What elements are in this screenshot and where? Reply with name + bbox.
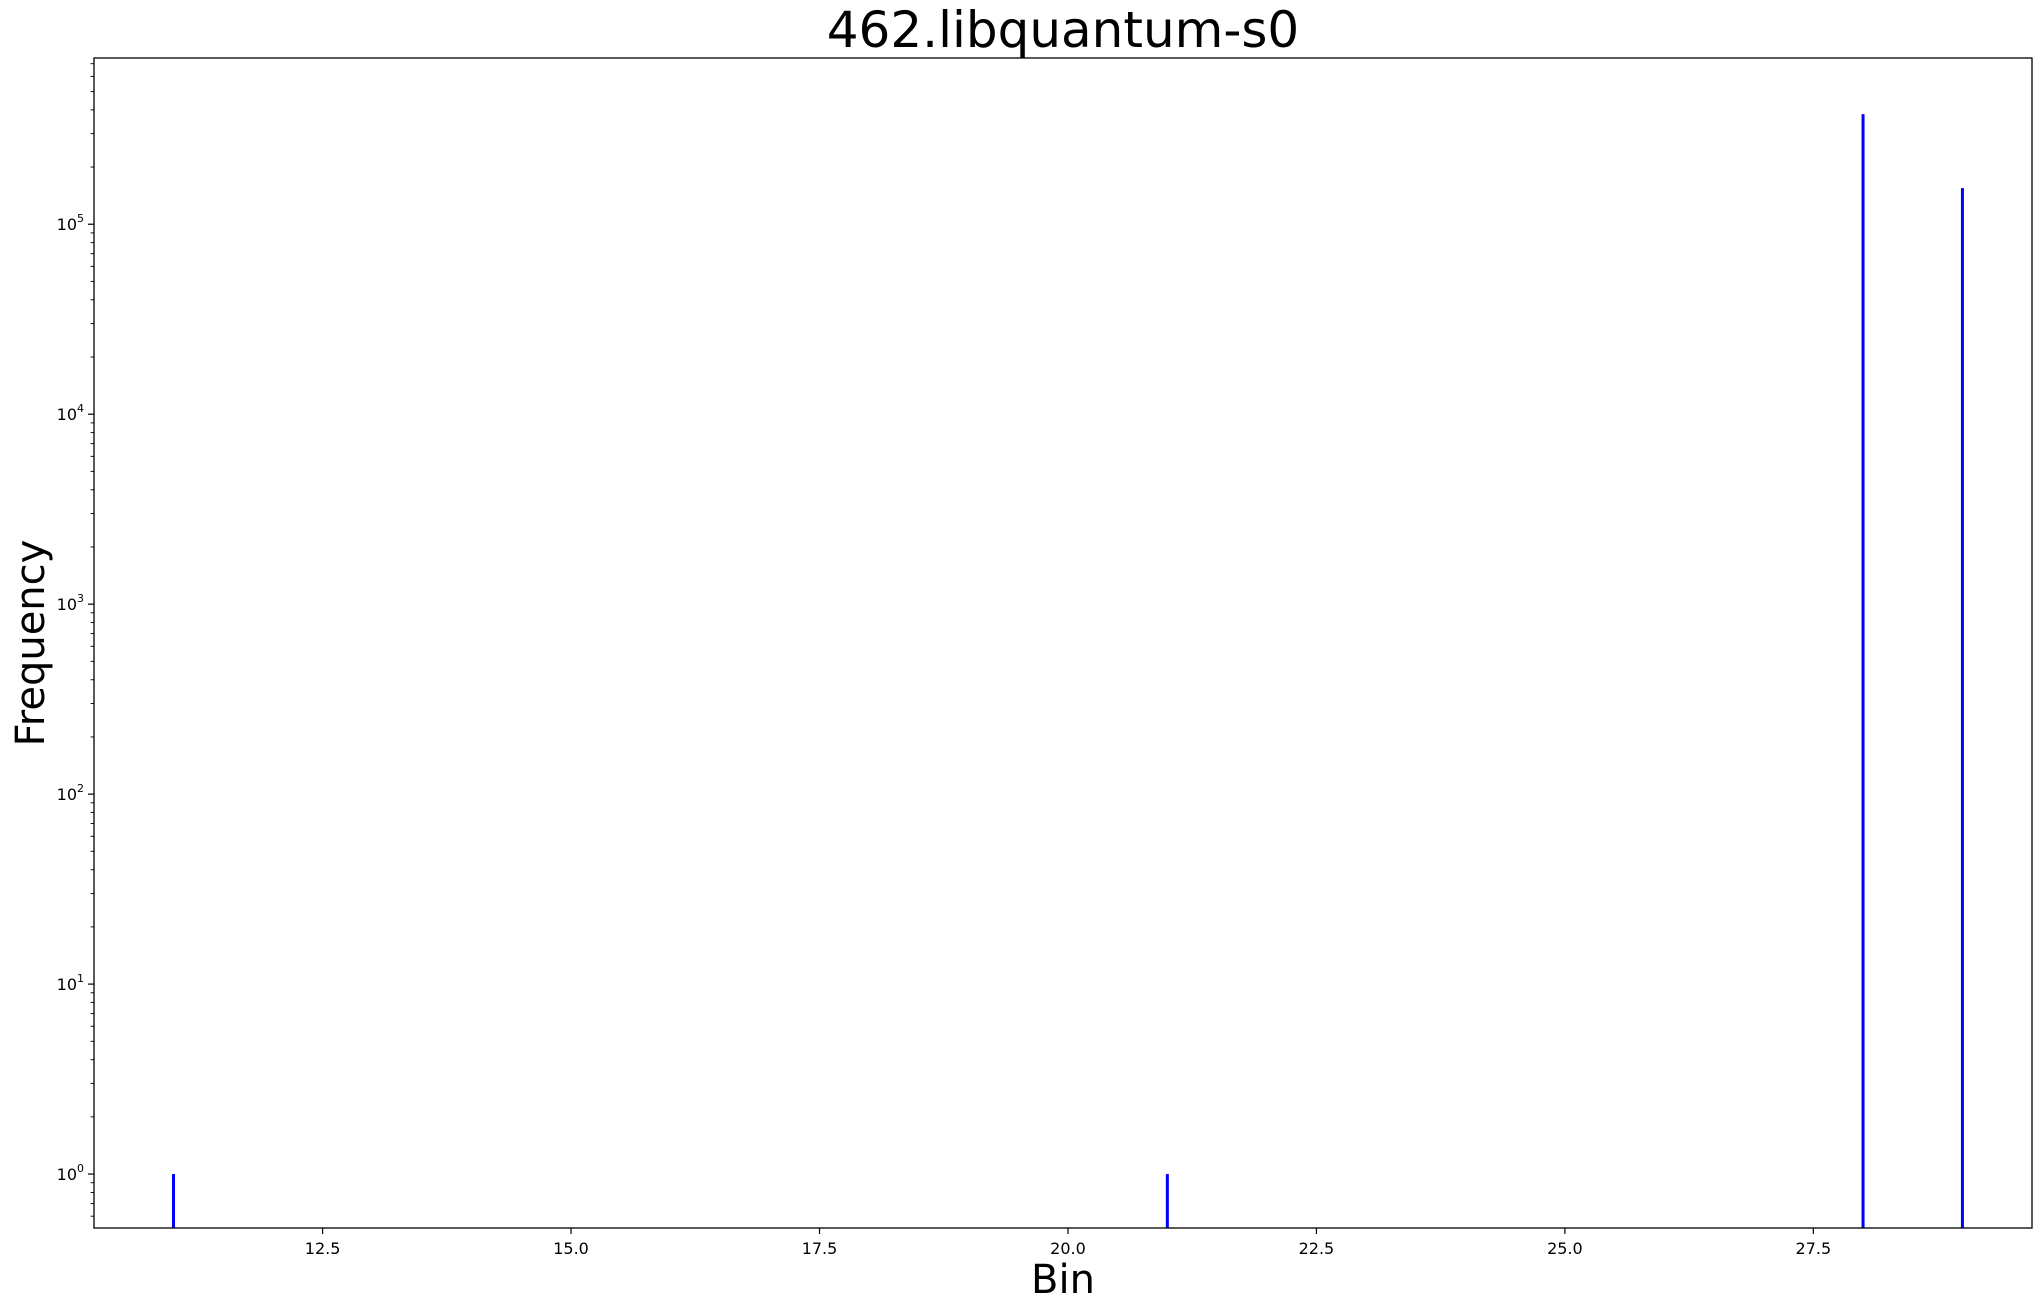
bars-group xyxy=(172,114,1964,1228)
y-axis-label: Frequency xyxy=(8,540,54,747)
x-tick-label: 15.0 xyxy=(553,1239,589,1258)
y-tick-label: 104 xyxy=(57,402,84,424)
x-tick-label: 12.5 xyxy=(305,1239,341,1258)
x-tick-label: 20.0 xyxy=(1050,1239,1086,1258)
y-tick-label: 101 xyxy=(57,972,84,994)
y-tick-label: 100 xyxy=(57,1162,84,1184)
x-tick-label: 25.0 xyxy=(1547,1239,1583,1258)
y-tick-label: 105 xyxy=(57,212,84,234)
x-tick-label: 27.5 xyxy=(1796,1239,1832,1258)
x-tick-label: 22.5 xyxy=(1299,1239,1335,1258)
x-axis-label: Bin xyxy=(1031,1257,1095,1303)
x-tick-label: 17.5 xyxy=(802,1239,838,1258)
plot-frame xyxy=(93,57,2033,1229)
y-axis: 100 101 102 103 104 105 xyxy=(57,63,94,1217)
y-tick-label: 103 xyxy=(57,592,84,614)
y-tick-label: 102 xyxy=(57,782,84,804)
chart-title: 462.libquantum-s0 xyxy=(827,1,1300,59)
x-axis: 12.5 15.0 17.5 20.0 22.5 25.0 27.5 xyxy=(305,1228,1831,1258)
